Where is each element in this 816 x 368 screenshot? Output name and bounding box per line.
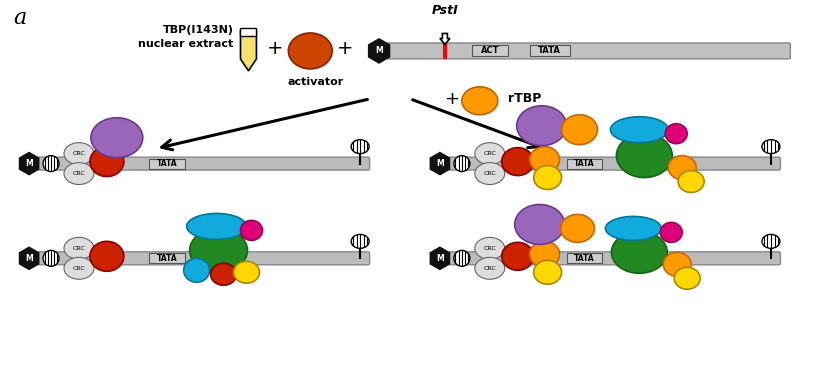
- Ellipse shape: [187, 213, 246, 239]
- Bar: [566, 253, 602, 263]
- Ellipse shape: [64, 257, 94, 279]
- FancyBboxPatch shape: [387, 43, 791, 59]
- Polygon shape: [430, 247, 450, 269]
- Ellipse shape: [517, 106, 566, 146]
- Text: CRC: CRC: [73, 151, 86, 156]
- Ellipse shape: [64, 143, 94, 164]
- Ellipse shape: [762, 140, 780, 153]
- Ellipse shape: [462, 87, 498, 115]
- Ellipse shape: [64, 163, 94, 184]
- Ellipse shape: [674, 267, 700, 289]
- Ellipse shape: [668, 156, 696, 180]
- Ellipse shape: [475, 257, 505, 279]
- Polygon shape: [20, 153, 38, 174]
- Ellipse shape: [43, 250, 59, 266]
- Text: activator: activator: [287, 77, 344, 87]
- FancyBboxPatch shape: [448, 157, 780, 170]
- Text: M: M: [25, 254, 33, 263]
- Ellipse shape: [663, 252, 691, 276]
- Text: ACT: ACT: [481, 46, 499, 56]
- Ellipse shape: [530, 241, 560, 267]
- Text: CRC: CRC: [73, 246, 86, 251]
- Text: TATA: TATA: [574, 159, 595, 168]
- Text: CRC: CRC: [483, 171, 496, 176]
- Ellipse shape: [351, 140, 369, 153]
- Ellipse shape: [610, 117, 668, 143]
- Bar: [149, 159, 184, 169]
- Ellipse shape: [762, 234, 780, 248]
- Ellipse shape: [90, 146, 124, 177]
- Ellipse shape: [561, 215, 595, 243]
- Text: TATA: TATA: [157, 254, 177, 263]
- FancyBboxPatch shape: [38, 157, 370, 170]
- Text: a: a: [13, 7, 26, 29]
- Ellipse shape: [502, 243, 534, 270]
- FancyBboxPatch shape: [38, 252, 370, 265]
- Text: CRC: CRC: [73, 266, 86, 271]
- Text: CRC: CRC: [483, 151, 496, 156]
- Text: CRC: CRC: [483, 246, 496, 251]
- Text: TATA: TATA: [538, 46, 561, 56]
- Ellipse shape: [475, 237, 505, 259]
- Ellipse shape: [241, 220, 263, 240]
- Ellipse shape: [233, 261, 259, 283]
- Ellipse shape: [475, 143, 505, 164]
- Text: +: +: [267, 39, 284, 59]
- Text: +: +: [445, 90, 459, 108]
- Ellipse shape: [678, 171, 704, 192]
- Polygon shape: [369, 39, 389, 63]
- Ellipse shape: [184, 258, 210, 282]
- Ellipse shape: [616, 134, 672, 177]
- Ellipse shape: [288, 33, 332, 69]
- Text: M: M: [436, 159, 444, 168]
- Ellipse shape: [665, 124, 687, 144]
- Ellipse shape: [611, 231, 667, 273]
- Ellipse shape: [530, 146, 560, 173]
- Text: TATA: TATA: [574, 254, 595, 263]
- Text: CRC: CRC: [73, 171, 86, 176]
- Ellipse shape: [561, 115, 597, 145]
- Ellipse shape: [475, 163, 505, 184]
- Text: TBP(I143N)
nuclear extract: TBP(I143N) nuclear extract: [138, 25, 233, 49]
- Ellipse shape: [534, 166, 561, 190]
- Bar: [566, 159, 602, 169]
- Text: M: M: [436, 254, 444, 263]
- Ellipse shape: [211, 263, 237, 285]
- Text: M: M: [25, 159, 33, 168]
- Polygon shape: [430, 153, 450, 174]
- Ellipse shape: [189, 229, 247, 272]
- Text: rTBP: rTBP: [508, 92, 541, 105]
- Ellipse shape: [454, 156, 470, 171]
- Ellipse shape: [64, 237, 94, 259]
- Text: TATA: TATA: [157, 159, 177, 168]
- Ellipse shape: [43, 156, 59, 171]
- Polygon shape: [20, 247, 38, 269]
- Text: CRC: CRC: [483, 266, 496, 271]
- Ellipse shape: [502, 148, 534, 176]
- Bar: [149, 253, 184, 263]
- Ellipse shape: [351, 234, 369, 248]
- Text: PstI: PstI: [432, 4, 459, 17]
- Bar: [472, 45, 508, 56]
- Polygon shape: [440, 33, 450, 45]
- Polygon shape: [241, 31, 256, 71]
- Bar: [530, 45, 570, 56]
- Text: +: +: [337, 39, 353, 59]
- Ellipse shape: [605, 216, 661, 240]
- Ellipse shape: [454, 250, 470, 266]
- Text: M: M: [375, 46, 383, 56]
- FancyBboxPatch shape: [448, 252, 780, 265]
- Ellipse shape: [515, 205, 565, 244]
- Bar: [241, 28, 256, 36]
- Ellipse shape: [91, 118, 143, 158]
- Ellipse shape: [534, 260, 561, 284]
- Ellipse shape: [660, 222, 682, 243]
- Ellipse shape: [90, 241, 124, 271]
